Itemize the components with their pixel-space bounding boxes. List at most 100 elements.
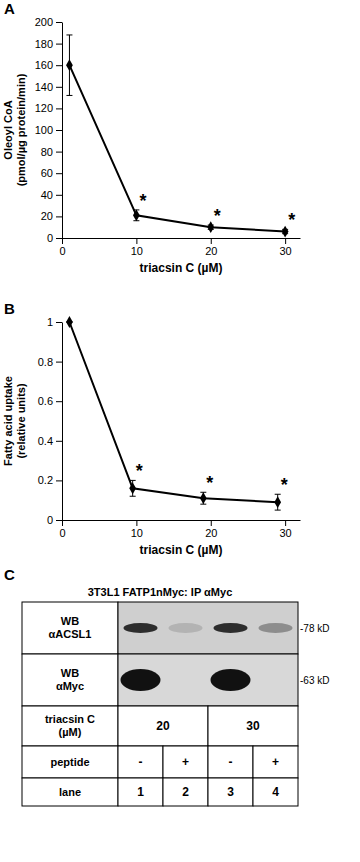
label-line: (relative units) — [15, 383, 27, 459]
tick-mark — [285, 520, 286, 526]
band — [121, 669, 161, 691]
tick: 200 — [35, 16, 62, 28]
tick-label: 0 — [47, 514, 53, 526]
error-bar — [133, 210, 139, 221]
row-label: WBαMyc — [56, 667, 84, 692]
label-line: WB — [61, 615, 79, 627]
data-line — [69, 65, 285, 231]
significance: * — [288, 210, 295, 230]
tick: 1 — [47, 316, 62, 328]
tick-label: 0.4 — [38, 435, 53, 447]
x-axis: 0 10 20 30 — [59, 520, 300, 539]
blot-title: 3T3L1 FATP1nMyc: IP αMyc — [88, 586, 233, 598]
tick-mark — [56, 362, 62, 363]
condition-row: peptide-+-+ — [22, 746, 298, 778]
size-label: -78 kD — [300, 623, 329, 634]
tick-mark — [56, 130, 62, 131]
condition-label: triacsin C(µM) — [45, 713, 95, 738]
label-line: 4 — [272, 785, 279, 799]
tick: 0 — [47, 232, 62, 244]
axis-line — [62, 23, 63, 239]
tick-label: 140 — [35, 81, 53, 93]
tick-label: 0 — [59, 245, 65, 257]
annotations: *** — [139, 191, 295, 230]
label-line: 3T3L1 FATP1nMyc: IP αMyc — [88, 586, 233, 598]
tick-mark — [136, 520, 137, 526]
tick-label: 10 — [131, 527, 143, 539]
condition-value: 2 — [182, 785, 189, 799]
tick-label: 0.2 — [38, 474, 53, 486]
label-line: Fatty acid uptake — [2, 376, 14, 466]
tick-mark — [211, 520, 212, 526]
label-line: WB — [61, 667, 79, 679]
y-axis: 020406080100120140160180200 — [35, 16, 63, 244]
tick-label: 30 — [280, 527, 292, 539]
tick-mark — [56, 22, 62, 23]
tick-mark — [56, 322, 62, 323]
tick: 20 — [205, 520, 217, 539]
tick: 0 — [59, 520, 65, 539]
y-axis-title: Oleoyl CoA(pmol/µg protein/min) — [2, 73, 27, 186]
row-label: WBαACSL1 — [49, 615, 92, 640]
condition-cell — [208, 746, 253, 778]
tick-label: 20 — [41, 210, 53, 222]
tick-label: 80 — [41, 146, 53, 158]
tick-mark — [62, 238, 63, 244]
error-cap — [275, 510, 281, 511]
band — [256, 669, 296, 691]
condition-cell — [118, 778, 163, 806]
panel-label: A — [4, 0, 15, 17]
label-cell — [22, 778, 118, 806]
axis-line — [63, 238, 301, 239]
label-line: triacsin C (µM) — [140, 261, 223, 275]
condition-value: 20 — [156, 719, 170, 733]
tick-mark — [56, 44, 62, 45]
y-axis: 00.20.40.60.81 — [38, 316, 63, 526]
tick: 0 — [59, 238, 65, 257]
label-cell — [22, 602, 118, 654]
tick-label: 180 — [35, 38, 53, 50]
blot-row: WBαMyc-63 kD — [22, 654, 329, 706]
condition-label: peptide — [50, 756, 89, 768]
error-cap — [66, 34, 72, 35]
tick: 20 — [41, 210, 62, 222]
label-line: + — [272, 755, 279, 769]
error-bar — [66, 35, 72, 95]
annotations: *** — [136, 461, 288, 495]
tick-mark — [285, 238, 286, 244]
tick: 10 — [131, 238, 143, 257]
condition-cell — [208, 706, 298, 746]
label-line: αMyc — [56, 680, 84, 692]
tick: 10 — [131, 520, 143, 539]
panel-label: B — [4, 300, 15, 317]
tick-mark — [56, 173, 62, 174]
significance: * — [136, 461, 143, 481]
tick-label: 1 — [47, 316, 53, 328]
condition-cell — [118, 706, 208, 746]
blot-row: WBαACSL1 -78 kD — [22, 602, 329, 654]
condition-row: lane1234 — [22, 778, 298, 806]
data-point — [66, 316, 73, 328]
tick-label: 0 — [47, 232, 53, 244]
tick: 0.8 — [38, 356, 62, 368]
condition-cell — [163, 746, 208, 778]
label-line: Oleoyl CoA — [2, 100, 14, 159]
tick-mark — [56, 216, 62, 217]
condition-label: lane — [59, 786, 81, 798]
condition-cell — [163, 778, 208, 806]
plot-area — [66, 316, 281, 510]
label-line: 20 — [156, 719, 170, 733]
chart-panel: B00.20.40.60.810102030triacsin C (µM)Fat… — [2, 300, 301, 557]
condition-value: 4 — [272, 785, 279, 799]
label-line: peptide — [50, 756, 89, 768]
panel-label: C — [4, 566, 15, 583]
error-bar — [130, 480, 136, 496]
axis-line — [62, 323, 63, 521]
condition-cell — [208, 778, 253, 806]
label-line: 3 — [227, 785, 234, 799]
label-cell — [22, 654, 118, 706]
tick: 0.4 — [38, 435, 62, 447]
data-line — [69, 322, 277, 502]
tick: 120 — [35, 102, 62, 114]
figure: A0204060801001201401601802000102030triac… — [0, 0, 360, 862]
